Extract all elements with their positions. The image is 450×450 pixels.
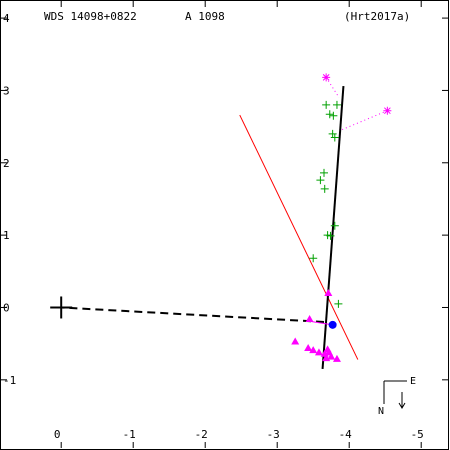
orientation-indicator: E N	[378, 376, 416, 417]
green-observation	[316, 176, 325, 185]
chart-title-pair: A 1098	[185, 10, 225, 23]
magenta-triangle-observation	[314, 348, 323, 356]
residual-connector	[340, 110, 388, 131]
magenta-triangle-observation	[322, 354, 331, 362]
y-tick-label: 1	[3, 229, 10, 242]
fit-lines	[50, 77, 388, 370]
magenta-star-observation	[383, 106, 392, 115]
node-line	[239, 114, 359, 360]
motion-arrow-head	[398, 402, 406, 409]
magenta-triangle-observation	[324, 289, 333, 297]
green-observation	[320, 184, 329, 193]
y-tick-label: 0	[3, 301, 10, 314]
x-tick-label: -2	[195, 428, 208, 441]
x-tick-label: -3	[267, 428, 280, 441]
observation-points	[291, 73, 392, 362]
latest-position-point	[328, 320, 337, 329]
chart-title-reference: (Hrt2017a)	[344, 10, 410, 23]
y-tick-label: 2	[3, 157, 10, 170]
x-tick-label: 0	[54, 428, 61, 441]
green-observation	[330, 221, 339, 230]
y-tick-label: -1	[3, 374, 16, 387]
north-label: N	[378, 406, 384, 417]
green-observation	[328, 129, 337, 138]
green-observation	[330, 133, 339, 142]
green-observation	[326, 231, 335, 240]
green-observation	[332, 100, 341, 109]
fitted-line	[321, 86, 345, 370]
x-tick-label: -5	[411, 428, 424, 441]
green-observation	[329, 111, 338, 120]
magenta-triangle-observation	[305, 315, 314, 323]
x-tick-label: -1	[123, 428, 136, 441]
magenta-triangle-observation	[327, 352, 336, 360]
residual-connector	[325, 77, 340, 98]
magenta-triangle-observation	[304, 343, 313, 351]
x-tick-label: -4	[339, 428, 353, 441]
green-observation	[322, 100, 331, 109]
magenta-triangle-observation	[332, 354, 341, 362]
magenta-triangle-observation	[309, 346, 318, 354]
green-observation	[320, 168, 328, 177]
magenta-star-observation	[322, 73, 331, 82]
green-observation	[309, 254, 318, 263]
magenta-triangle-observation	[291, 337, 300, 345]
y-tick-label: 3	[3, 84, 10, 97]
east-label: E	[410, 376, 416, 387]
green-observation	[334, 299, 343, 308]
green-observation	[325, 110, 334, 119]
separation-line	[61, 306, 325, 323]
chart-title-wds: WDS 14098+0822	[44, 10, 137, 23]
y-tick-label: 4	[3, 12, 10, 25]
